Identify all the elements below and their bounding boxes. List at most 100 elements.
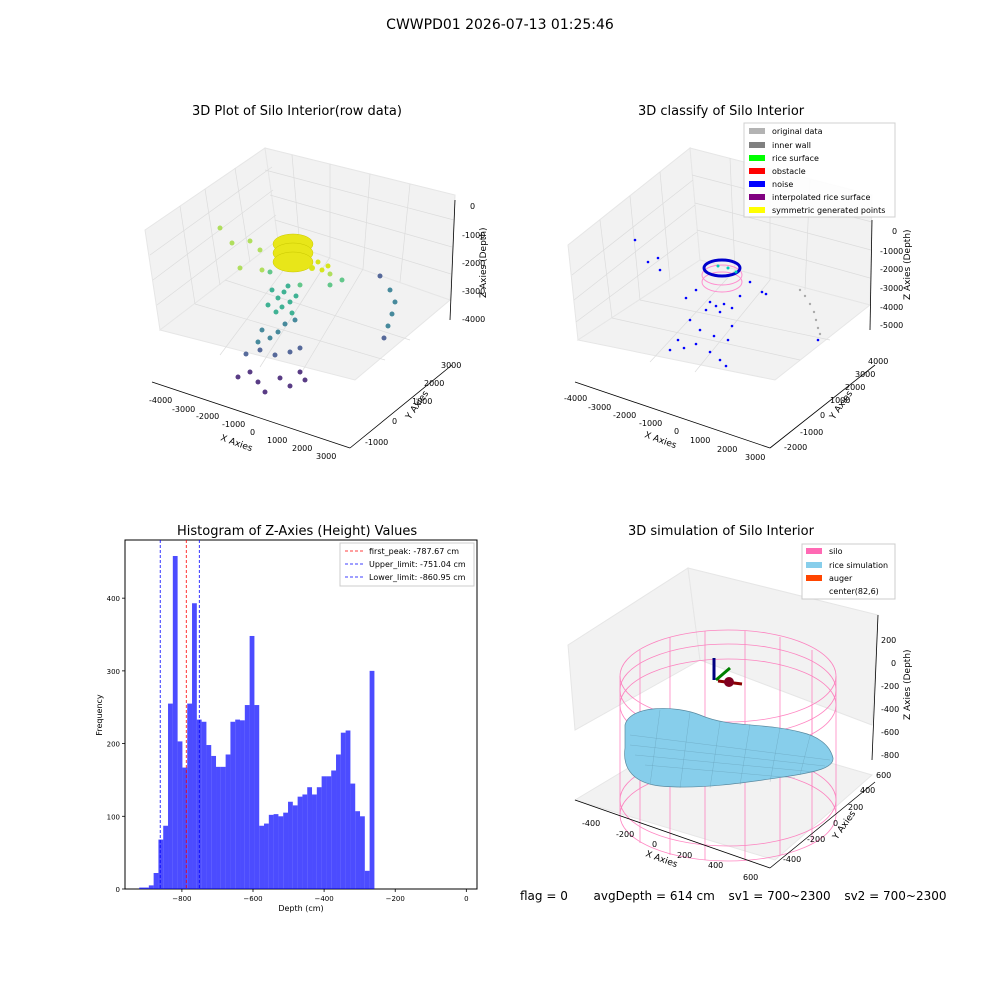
raw-z-axis-label: Z Axies (Depth) — [479, 227, 489, 298]
histogram-bar — [177, 741, 183, 889]
raw-3d-plot: -4000 -3000 -2000 -1000 0 1000 2000 3000… — [144, 147, 489, 461]
classify-xtick: 2000 — [717, 445, 737, 454]
raw-xtick: 2000 — [292, 444, 312, 453]
legend-swatch-symmetric-generated-points — [749, 207, 765, 213]
sim-ytick: -400 — [783, 855, 801, 864]
histogram-y-tick-label: 400 — [107, 595, 120, 603]
classify-ztick: -5000 — [880, 321, 903, 330]
classify-ytick: -2000 — [784, 443, 807, 452]
raw-ytick: 0 — [392, 417, 397, 426]
classify-xtick: -4000 — [564, 394, 587, 403]
histogram-bar — [302, 794, 308, 889]
legend-swatch-rice-surface — [749, 155, 765, 161]
classify-plot-title: 3D classify of Silo Interior — [638, 104, 805, 119]
legend-label: noise — [772, 180, 793, 189]
histogram-bar — [259, 825, 265, 889]
histogram-bar — [336, 754, 341, 889]
raw-ztick: -3000 — [462, 287, 485, 296]
histogram-bar — [235, 719, 241, 889]
raw-ytick: 1000 — [412, 397, 432, 406]
classify-xtick: -2000 — [613, 411, 636, 420]
sim-x-axis-label: X Axies — [644, 849, 679, 870]
histogram-bar — [364, 870, 370, 889]
raw-xtick: -2000 — [196, 412, 219, 421]
simulation-3d-plot: silo rice simulation auger center(82,6) … — [567, 543, 913, 882]
histogram-bar — [240, 720, 245, 889]
histogram-bar — [283, 812, 289, 889]
sim-ytick: -200 — [807, 835, 825, 844]
raw-xtick: -4000 — [149, 396, 172, 405]
sim-ytick: 0 — [833, 819, 838, 828]
classify-3d-plot: original data inner wall rice surface ob… — [564, 122, 913, 462]
histogram-bar — [273, 814, 279, 889]
classify-ytick: 3000 — [855, 370, 875, 379]
raw-xtick: 3000 — [316, 452, 336, 461]
sim-ztick: -800 — [881, 751, 899, 760]
sim-ztick: -200 — [881, 682, 899, 691]
histogram-x-axis-label: Depth (cm) — [278, 904, 323, 913]
sim-xtick: -400 — [582, 819, 600, 828]
classify-ztick: -4000 — [880, 303, 903, 312]
classify-ztick: 0 — [892, 227, 897, 236]
legend-label: rice surface — [772, 154, 819, 163]
histogram-x-tick-label: −800 — [172, 895, 191, 903]
histogram-bar — [292, 805, 298, 889]
rice-surface-mesh — [624, 708, 834, 788]
classify-y-axis-label: Y Axies — [828, 389, 856, 422]
raw-ytick: 3000 — [441, 361, 461, 370]
histogram-y-tick-label: 0 — [116, 886, 120, 894]
sim-xtick: 400 — [708, 861, 723, 870]
classify-ytick: 1000 — [830, 396, 850, 405]
histogram-x-tick-label: −400 — [314, 895, 333, 903]
histogram-bar — [278, 816, 284, 889]
legend-swatch-auger — [806, 575, 822, 581]
classify-ztick: -3000 — [880, 284, 903, 293]
histogram-bar — [172, 555, 178, 889]
histogram-legend — [339, 542, 475, 587]
raw-ztick: -1000 — [462, 231, 485, 240]
histogram-bar — [182, 767, 188, 889]
classify-xtick: -1000 — [639, 419, 662, 428]
histogram-bar — [288, 801, 293, 889]
raw-plot-title: 3D Plot of Silo Interior(row data) — [192, 104, 402, 119]
status-flag: flag = 0 — [520, 889, 568, 903]
sim-xtick: 200 — [677, 851, 692, 860]
histogram-bar — [216, 766, 221, 889]
status-sv2: sv2 = 700~2300 — [844, 889, 947, 903]
raw-ztick: -4000 — [462, 315, 485, 324]
legend-swatch-obstacle — [749, 168, 765, 174]
histogram-bar — [220, 766, 226, 889]
sim-ztick: 0 — [891, 659, 896, 668]
classify-ztick: -1000 — [880, 247, 903, 256]
sim-xtick: -200 — [616, 830, 634, 839]
histogram-bar — [340, 732, 346, 889]
histogram-bar — [249, 635, 255, 889]
histogram-bar — [244, 705, 250, 889]
histogram-bar — [316, 787, 322, 889]
histogram-bar — [168, 703, 173, 889]
legend-swatch-inner-wall — [749, 142, 765, 148]
histogram-x-tick-label: 0 — [464, 895, 468, 903]
sim-ytick: 200 — [848, 803, 863, 812]
legend-label: center(82,6) — [829, 587, 879, 596]
histogram-bar — [206, 745, 212, 889]
histogram-bar — [297, 796, 303, 889]
classify-xtick: -3000 — [588, 403, 611, 412]
histogram-bar — [148, 885, 154, 889]
legend-swatch-original-data — [749, 128, 765, 134]
histogram-bar — [264, 823, 269, 889]
histogram-bar — [345, 730, 351, 889]
legend-swatch-noise — [749, 181, 765, 187]
sim-ytick: 400 — [860, 786, 875, 795]
classify-xtick: 0 — [674, 427, 679, 436]
sim-xtick: 0 — [652, 840, 657, 849]
classify-xtick: 3000 — [745, 453, 765, 462]
sim-ztick: -600 — [881, 728, 899, 737]
status-sv1: sv1 = 700~2300 — [728, 889, 831, 903]
histogram-bar — [187, 703, 193, 889]
histogram-bar — [230, 721, 236, 889]
histogram-legend-label: Lower_limit: -860.95 cm — [369, 573, 466, 582]
histogram-bar — [307, 787, 313, 889]
legend-label: symmetric generated points — [772, 206, 885, 215]
legend-label: original data — [772, 127, 823, 136]
